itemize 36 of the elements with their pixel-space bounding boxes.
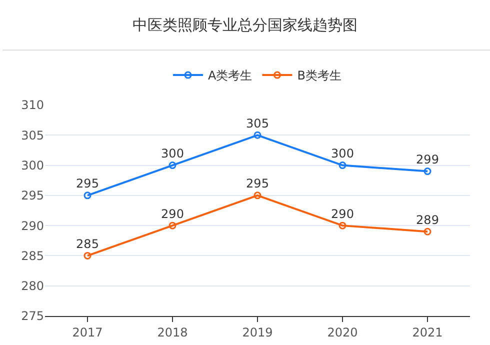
point <box>84 252 92 260</box>
data-label: 300 <box>331 146 354 161</box>
point <box>84 192 92 200</box>
legend-label: A类考生 <box>208 68 252 83</box>
point <box>338 222 346 230</box>
point <box>254 192 262 200</box>
data-label: 290 <box>331 206 354 221</box>
y-tick-label: 280 <box>21 279 44 294</box>
x-tick-label: 2020 <box>327 325 358 340</box>
y-tick-label: 295 <box>21 188 44 203</box>
data-label: 299 <box>416 152 439 167</box>
x-tick-label: 2021 <box>412 325 443 340</box>
data-label: 290 <box>161 206 184 221</box>
y-tick-label: 275 <box>21 309 44 324</box>
data-label: 305 <box>246 116 269 130</box>
x-tick-label: 2019 <box>242 325 273 340</box>
data-label: 295 <box>246 176 269 191</box>
chart-title: 中医类照顾专业总分国家线趋势图 <box>132 16 358 34</box>
point <box>168 222 176 230</box>
y-tick-label: 285 <box>21 248 44 263</box>
point <box>338 162 346 170</box>
point <box>254 131 262 139</box>
data-label: 285 <box>76 236 99 251</box>
y-tick-label: 310 <box>21 98 44 112</box>
x-tick-label: 2018 <box>157 325 188 340</box>
y-tick-label: 290 <box>21 218 44 233</box>
y-tick-label: 305 <box>21 128 44 142</box>
data-label: 289 <box>416 212 439 227</box>
point <box>424 168 432 176</box>
point <box>424 228 432 236</box>
x-tick-label: 2017 <box>72 325 103 340</box>
legend-label: B类考生 <box>297 68 342 83</box>
data-label: 295 <box>76 176 99 191</box>
y-tick-label: 300 <box>21 158 44 172</box>
data-label: 300 <box>161 146 184 161</box>
point <box>168 162 176 170</box>
